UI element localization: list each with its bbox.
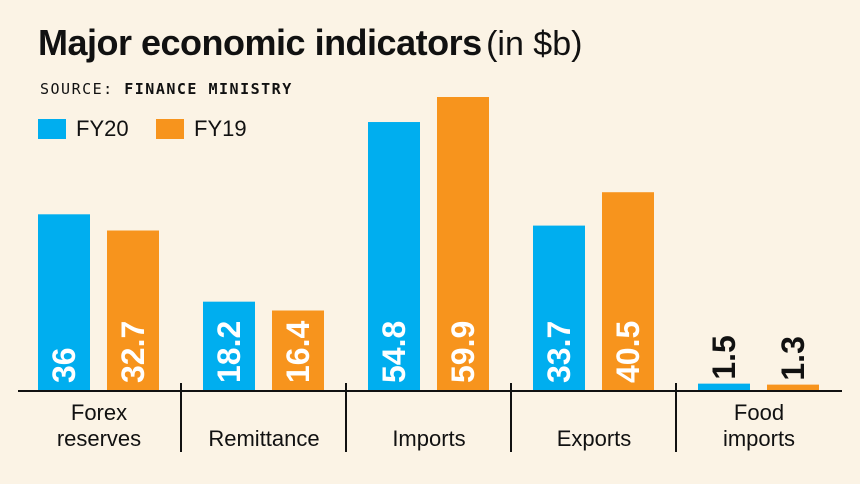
legend-swatch-fy20 <box>38 119 66 139</box>
value-label-fy19-2: 59.9 <box>445 321 481 383</box>
bar-fy20-2 <box>368 122 420 391</box>
legend-item-fy20: FY20 <box>38 116 129 142</box>
legend-item-fy19: FY19 <box>156 116 247 142</box>
bar-fy20-1 <box>203 301 255 391</box>
value-label-fy19-3: 40.5 <box>610 321 646 383</box>
category-label-3: Exports <box>557 426 632 451</box>
legend-label-fy19: FY19 <box>194 116 247 141</box>
value-label-fy20-1: 18.2 <box>211 321 247 383</box>
bar-fy19-2 <box>437 97 489 391</box>
category-label-4: Food imports <box>723 400 795 451</box>
bar-fy20-4 <box>698 383 750 391</box>
bar-fy19-3 <box>602 192 654 391</box>
title-text: Major economic indicators <box>38 22 482 63</box>
bar-fy19-0 <box>107 230 159 391</box>
value-label-fy20-2: 54.8 <box>376 321 412 383</box>
bar-fy19-1 <box>272 310 324 391</box>
value-label-fy20-3: 33.7 <box>541 321 577 383</box>
category-label-2: Imports <box>392 426 465 451</box>
legend-label-fy20: FY20 <box>76 116 129 141</box>
value-label-fy19-0: 32.7 <box>115 321 151 383</box>
title-unit: (in $b) <box>486 25 583 63</box>
source-name: FINANCE MINISTRY <box>124 80 293 98</box>
bar-fy20-3 <box>533 225 585 391</box>
value-label-fy19-1: 16.4 <box>280 321 316 383</box>
source-line: SOURCE: FINANCE MINISTRY <box>40 80 293 98</box>
value-label-fy19-4: 1.3 <box>775 336 811 380</box>
bar-fy19-4 <box>767 384 819 391</box>
bar-fy20-0 <box>38 214 90 391</box>
value-label-fy20-0: 36 <box>46 347 82 383</box>
category-label-1: Remittance <box>208 426 319 451</box>
category-label-0: Forex reserves <box>57 400 141 451</box>
source-label: SOURCE: <box>40 80 114 98</box>
value-label-fy20-4: 1.5 <box>706 335 742 379</box>
chart-title: Major economic indicators (in $b) <box>38 22 582 64</box>
legend-swatch-fy19 <box>156 119 184 139</box>
